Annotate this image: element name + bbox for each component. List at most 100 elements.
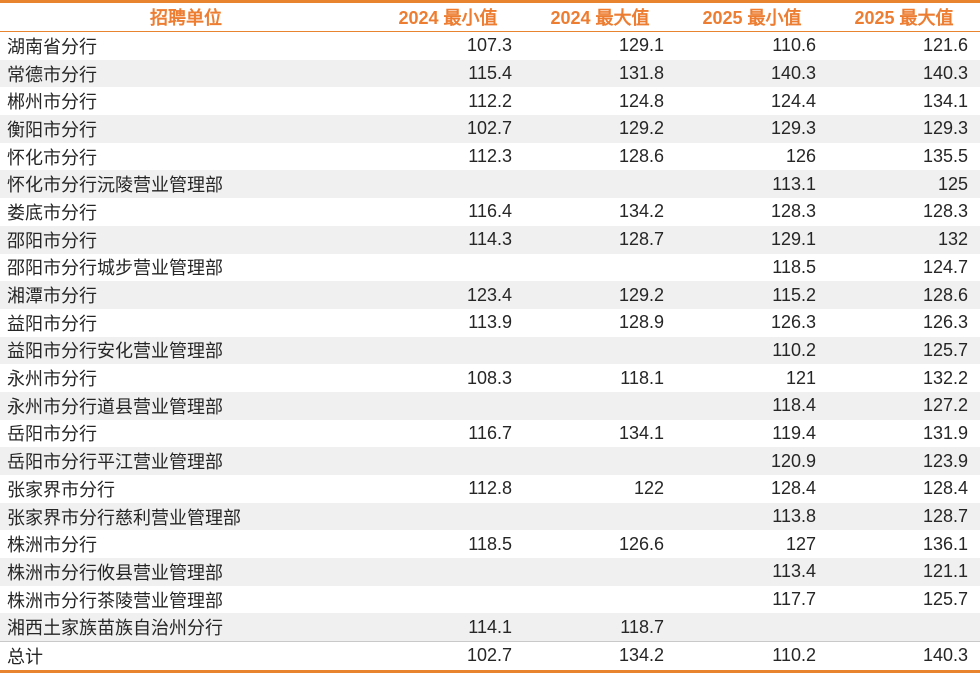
value-cell xyxy=(524,586,676,614)
value-cell: 116.4 xyxy=(468,201,512,222)
value-cell: 121.6 xyxy=(922,35,968,56)
table-row: 张家界市分行慈利营业管理部 113.8 128.7 xyxy=(0,502,980,531)
value-cell: 126 xyxy=(785,146,816,167)
unit-cell: 湘潭市分行 xyxy=(0,281,372,309)
table-row: 郴州市分行 112.2 124.8 124.4 134.1 xyxy=(0,87,980,115)
unit-cell: 邵阳市分行城步营业管理部 xyxy=(7,258,223,279)
value-cell: 118.4 xyxy=(676,391,828,420)
value-cell: 131.9 xyxy=(922,422,968,443)
total-row: 总计 102.7 134.2 110.2 140.3 xyxy=(0,641,980,670)
unit-cell: 常德市分行 xyxy=(0,59,372,88)
value-cell: 127.2 xyxy=(828,391,980,420)
value-cell: 128.6 xyxy=(828,281,980,309)
value-cell xyxy=(372,170,524,199)
value-cell: 128.3 xyxy=(770,201,816,222)
unit-cell: 怀化市分行 xyxy=(7,147,97,168)
value-cell: 129.3 xyxy=(676,115,828,143)
salary-range-table: 招聘单位 2024 最小值 2024 最大值 2025 最小值 2025 最大值… xyxy=(0,3,980,670)
value-cell: 126.3 xyxy=(922,312,968,333)
value-cell: 140.3 xyxy=(828,641,980,670)
table-row: 岳阳市分行 116.7 134.1 119.4 131.9 xyxy=(0,420,980,448)
unit-cell: 怀化市分行沅陵营业管理部 xyxy=(0,170,372,199)
table-row: 邵阳市分行 114.3 128.7 129.1 132 xyxy=(0,225,980,254)
value-cell: 129.3 xyxy=(828,115,980,143)
value-cell: 113.9 xyxy=(468,312,512,333)
unit-cell: 湘西土家族苗族自治州分行 xyxy=(0,613,372,642)
value-cell: 132 xyxy=(828,225,980,254)
value-cell: 110.6 xyxy=(772,35,816,56)
value-cell: 112.8 xyxy=(468,478,512,499)
unit-cell: 株洲市分行茶陵营业管理部 xyxy=(7,590,223,611)
value-cell: 114.3 xyxy=(372,225,524,254)
value-cell xyxy=(524,558,676,586)
value-cell: 128.7 xyxy=(828,502,980,531)
value-cell: 122 xyxy=(633,478,664,499)
value-cell: 107.3 xyxy=(466,35,512,56)
value-cell: 118.5 xyxy=(468,533,512,554)
value-cell: 128.4 xyxy=(770,478,816,499)
table-row: 常德市分行 115.4 131.8 140.3 140.3 xyxy=(0,59,980,88)
value-cell: 129.2 xyxy=(524,115,676,143)
value-cell: 123.9 xyxy=(828,447,980,475)
table-row: 怀化市分行 112.3 128.6 126 135.5 xyxy=(0,143,980,171)
value-cell: 129.2 xyxy=(524,281,676,309)
table-body: 湖南省分行 107.3 129.1 110.6 121.6 常德市分行 115.4 131.8… xyxy=(0,32,980,670)
unit-cell: 永州市分行道县营业管理部 xyxy=(0,391,372,420)
value-cell: 112.2 xyxy=(468,90,512,111)
value-cell: 102.7 xyxy=(372,115,524,143)
value-cell: 127 xyxy=(785,533,816,554)
value-cell: 126.3 xyxy=(770,312,816,333)
value-cell: 125 xyxy=(828,170,980,199)
value-cell: 121 xyxy=(785,367,816,388)
unit-cell: 永州市分行 xyxy=(7,369,97,390)
value-cell: 134.2 xyxy=(524,641,676,670)
value-cell xyxy=(676,613,828,642)
value-cell: 126.6 xyxy=(618,533,664,554)
value-cell xyxy=(372,502,524,531)
table-row: 岳阳市分行平江营业管理部 120.9 123.9 xyxy=(0,447,980,475)
value-cell: 134.1 xyxy=(922,90,968,111)
table-row: 永州市分行道县营业管理部 118.4 127.2 xyxy=(0,391,980,420)
table-row: 湘潭市分行 123.4 129.2 115.2 128.6 xyxy=(0,281,980,309)
unit-cell: 益阳市分行安化营业管理部 xyxy=(0,336,372,365)
value-cell: 124.8 xyxy=(618,90,664,111)
unit-cell: 湖南省分行 xyxy=(7,36,97,57)
value-cell: 140.3 xyxy=(676,59,828,88)
value-cell: 112.3 xyxy=(468,146,512,167)
value-cell: 110.2 xyxy=(676,641,828,670)
unit-cell: 总计 xyxy=(0,641,372,670)
value-cell: 108.3 xyxy=(466,367,512,388)
value-cell xyxy=(524,447,676,475)
value-cell: 119.4 xyxy=(772,422,816,443)
value-cell: 129.1 xyxy=(676,225,828,254)
value-cell: 121.1 xyxy=(828,558,980,586)
value-cell: 136.1 xyxy=(922,533,968,554)
value-cell xyxy=(372,336,524,365)
table-row: 永州市分行 108.3 118.1 121 132.2 xyxy=(0,364,980,392)
value-cell: 110.2 xyxy=(676,336,828,365)
unit-cell: 益阳市分行 xyxy=(7,313,97,334)
unit-cell: 娄底市分行 xyxy=(7,202,97,223)
value-cell xyxy=(372,391,524,420)
table-row: 益阳市分行安化营业管理部 110.2 125.7 xyxy=(0,336,980,365)
value-cell xyxy=(372,254,524,282)
value-cell: 131.8 xyxy=(524,59,676,88)
table-row: 邵阳市分行城步营业管理部 118.5 124.7 xyxy=(0,254,980,282)
value-cell: 125.7 xyxy=(828,336,980,365)
value-cell: 117.7 xyxy=(772,589,816,610)
unit-cell: 衡阳市分行 xyxy=(0,115,372,143)
value-cell: 123.4 xyxy=(372,281,524,309)
column-header-2025-max: 2025 最大值 xyxy=(828,3,980,32)
value-cell: 113.8 xyxy=(676,502,828,531)
table-row: 株洲市分行 118.5 126.6 127 136.1 xyxy=(0,530,980,558)
value-cell xyxy=(372,586,524,614)
value-cell: 125.7 xyxy=(922,589,968,610)
table-row: 湘西土家族苗族自治州分行 114.1 118.7 xyxy=(0,613,980,642)
value-cell xyxy=(524,170,676,199)
value-cell: 118.5 xyxy=(772,256,816,277)
table-row: 怀化市分行沅陵营业管理部 113.1 125 xyxy=(0,170,980,199)
unit-cell: 岳阳市分行 xyxy=(7,424,97,445)
column-header-2024-max: 2024 最大值 xyxy=(524,3,676,32)
table-row: 株洲市分行茶陵营业管理部 117.7 125.7 xyxy=(0,586,980,614)
